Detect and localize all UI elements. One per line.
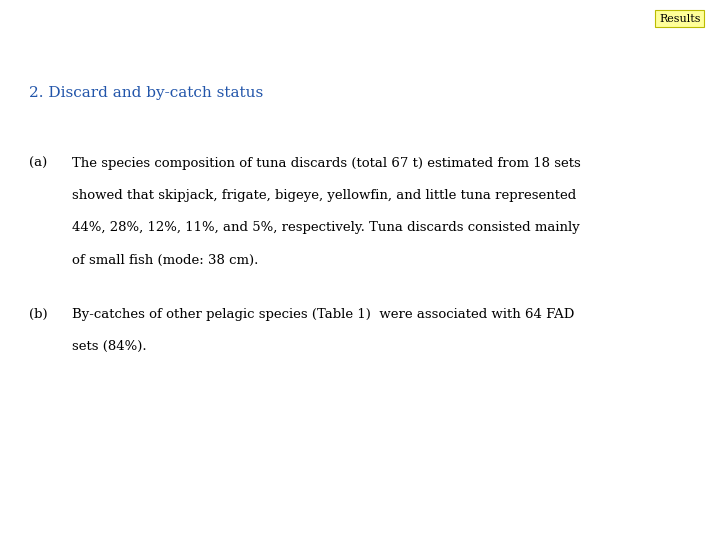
Text: showed that skipjack, frigate, bigeye, yellowfin, and little tuna represented: showed that skipjack, frigate, bigeye, y…	[72, 189, 576, 202]
Text: sets (84%).: sets (84%).	[72, 340, 147, 353]
Text: of small fish (mode: 38 cm).: of small fish (mode: 38 cm).	[72, 254, 258, 267]
Text: 44%, 28%, 12%, 11%, and 5%, respectively. Tuna discards consisted mainly: 44%, 28%, 12%, 11%, and 5%, respectively…	[72, 221, 580, 234]
Text: Results: Results	[659, 14, 701, 24]
Text: (b): (b)	[29, 308, 48, 321]
Text: By-catches of other pelagic species (Table 1)  were associated with 64 FAD: By-catches of other pelagic species (Tab…	[72, 308, 575, 321]
Text: 2. Discard and by-catch status: 2. Discard and by-catch status	[29, 86, 263, 100]
Text: (a): (a)	[29, 157, 47, 170]
Text: The species composition of tuna discards (total 67 t) estimated from 18 sets: The species composition of tuna discards…	[72, 157, 581, 170]
